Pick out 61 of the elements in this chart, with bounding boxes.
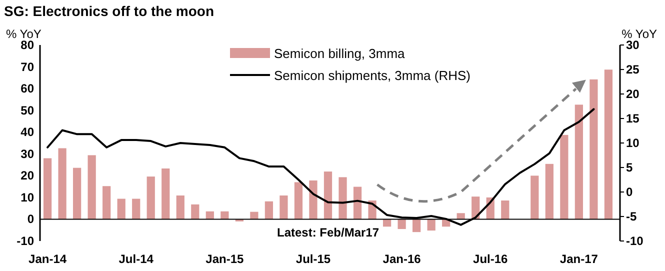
bar [309, 180, 318, 220]
y-axis-title: % YoY [6, 27, 42, 41]
bar [590, 79, 598, 220]
x-tick-label: Jul-14 [118, 252, 154, 266]
y-tick-label: 60 [20, 82, 34, 96]
bar [132, 198, 140, 220]
bar [88, 155, 96, 220]
legend-label: Semicon billing, 3mma [274, 46, 406, 61]
bar [176, 195, 184, 220]
bar [382, 219, 392, 227]
x-tick-label: Jul-15 [296, 252, 331, 266]
bar [250, 212, 258, 220]
bar [324, 172, 332, 220]
y2-tick-label: 30 [626, 38, 640, 52]
bar [117, 198, 126, 220]
bar [146, 176, 155, 220]
bar [73, 168, 82, 220]
y2-tick-label: 20 [626, 87, 640, 101]
y2-tick-label: -10 [626, 234, 644, 248]
annotation: Latest: Feb/Mar17 [276, 225, 380, 240]
bar [162, 168, 170, 220]
y-tick-label: -10 [16, 234, 34, 248]
bar [191, 204, 200, 220]
x-tick-label: Jul-16 [473, 252, 508, 266]
bar [501, 200, 510, 220]
y2-tick-label: 10 [626, 136, 640, 150]
x-tick-label: Jan-14 [28, 252, 67, 266]
y-tick-label: 70 [20, 60, 34, 74]
legend-label: Semicon shipments, 3mma (RHS) [274, 68, 470, 83]
y2-axis-title: % YoY [622, 27, 657, 41]
bar [412, 219, 421, 232]
bar [43, 158, 52, 220]
y-tick-label: 10 [20, 190, 34, 204]
y2-tick-label: 25 [626, 62, 640, 76]
y2-tick-label: -5 [626, 210, 637, 224]
y-tick-label: 20 [20, 168, 34, 183]
x-tick-label: Jan-16 [382, 252, 422, 266]
chart-title: SG: Electronics off to the moon [4, 3, 214, 19]
y-tick-label: 40 [20, 125, 34, 140]
bar [294, 182, 303, 220]
bar [280, 195, 288, 220]
bar [545, 164, 554, 220]
bar [427, 219, 436, 231]
y-tick-label: 30 [20, 146, 34, 161]
bar [338, 177, 347, 220]
bar [398, 219, 406, 230]
bar [604, 70, 613, 220]
y2-tick-label: 5 [626, 160, 633, 174]
bar [102, 186, 111, 220]
y-tick-label: 80 [20, 38, 34, 52]
y-tick-label: 0 [27, 212, 34, 226]
bar [560, 134, 568, 220]
bar [58, 148, 66, 220]
x-tick-label: Jan-15 [206, 252, 244, 266]
y2-tick-label: 0 [626, 185, 633, 199]
y2-tick-label: 15 [626, 112, 640, 126]
x-tick-label: Jan-17 [560, 252, 598, 266]
bar [574, 104, 583, 220]
bar [264, 201, 274, 220]
bar [530, 176, 539, 220]
y-tick-label: 50 [20, 103, 34, 118]
